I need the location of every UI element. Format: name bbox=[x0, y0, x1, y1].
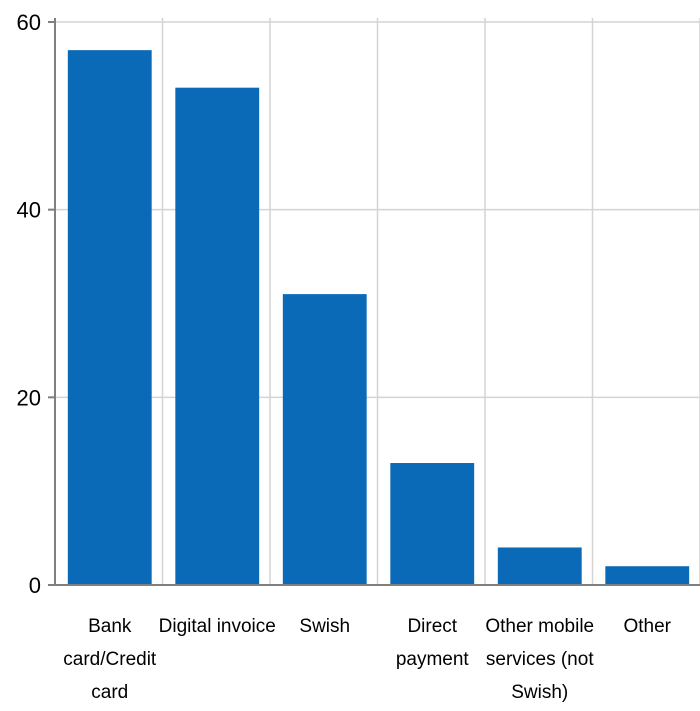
category-label-4: Other mobile services (not Swish) bbox=[485, 616, 594, 703]
category-label-1: Digital invoice bbox=[159, 616, 276, 637]
category-label-line: Other mobile bbox=[485, 616, 594, 637]
bars bbox=[67, 50, 690, 585]
bar-1 bbox=[175, 87, 260, 585]
category-label-0: Bank card/Credit card bbox=[63, 616, 157, 703]
y-tick-label: 0 bbox=[29, 573, 41, 598]
category-label-line: payment bbox=[396, 649, 470, 670]
grid-lines bbox=[55, 18, 700, 585]
category-label-line: Other bbox=[623, 616, 671, 637]
category-label-5: Other bbox=[623, 616, 671, 637]
bar-3 bbox=[390, 463, 475, 585]
bar-2 bbox=[282, 294, 367, 585]
bar-5 bbox=[605, 566, 690, 585]
y-tick-label: 40 bbox=[17, 198, 41, 223]
category-label-line: services (not bbox=[486, 649, 594, 670]
category-label-line: Direct bbox=[407, 616, 457, 637]
category-label-line: Digital invoice bbox=[159, 616, 276, 637]
category-label-line: Swish bbox=[299, 616, 350, 637]
bar-0 bbox=[67, 50, 152, 585]
y-tick-label: 60 bbox=[17, 10, 41, 35]
category-label-line: card/Credit bbox=[63, 649, 157, 670]
y-tick-label: 20 bbox=[17, 385, 41, 410]
bar-4 bbox=[497, 547, 582, 585]
category-label-2: Swish bbox=[299, 616, 350, 637]
x-category-labels: Bank card/Credit card Digital invoice Swish D… bbox=[63, 616, 671, 703]
category-label-line: Bank bbox=[88, 616, 132, 637]
category-label-line: card bbox=[91, 682, 128, 703]
y-tick-labels: 0 20 40 60 bbox=[17, 10, 41, 598]
category-label-line: Swish) bbox=[511, 682, 568, 703]
category-label-3: Direct payment bbox=[396, 616, 470, 670]
axes bbox=[48, 18, 700, 586]
